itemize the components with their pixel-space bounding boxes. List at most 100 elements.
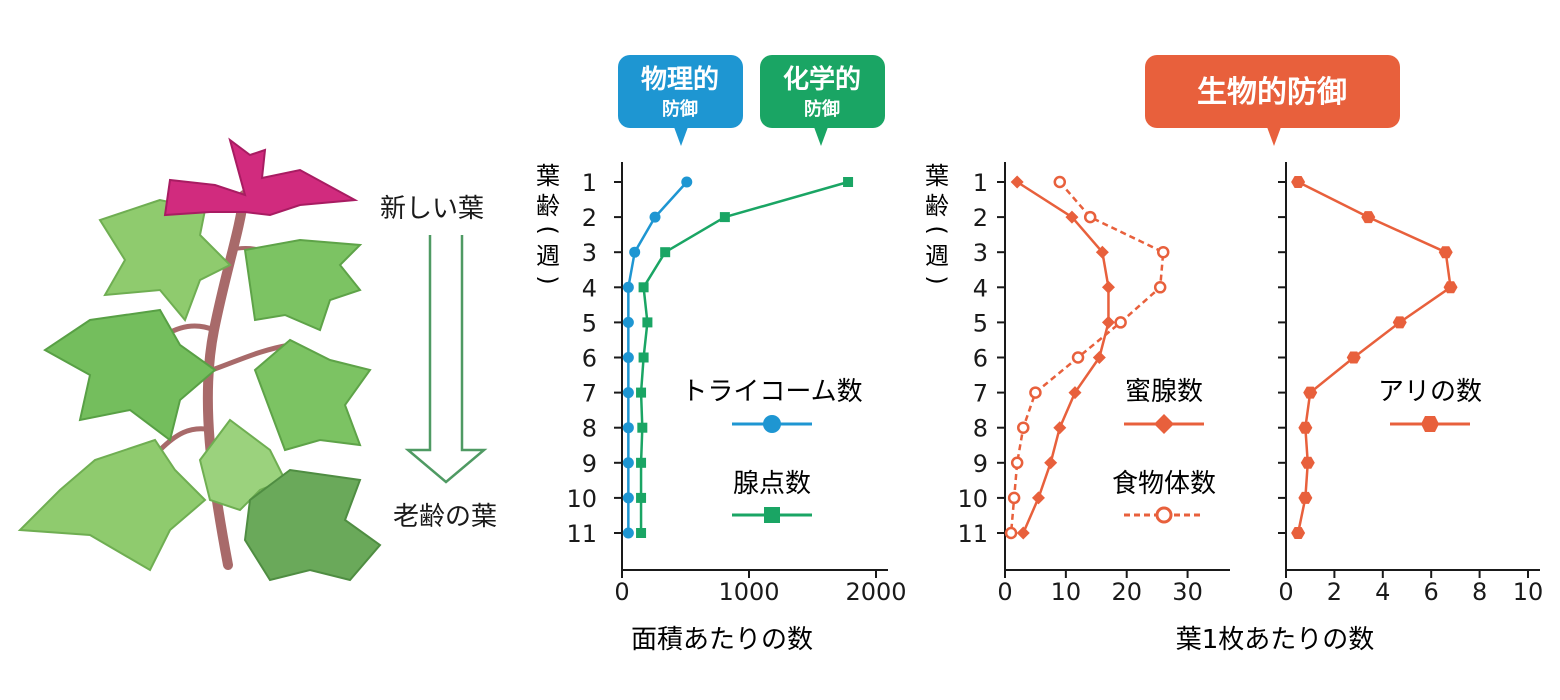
y-tick-label: 6 bbox=[973, 345, 988, 373]
data-point bbox=[636, 387, 647, 398]
y-axis-title-right: 葉 齢 ( 週 ) bbox=[923, 162, 951, 285]
data-point bbox=[622, 527, 634, 539]
y-tick-label: 8 bbox=[973, 415, 988, 443]
data-point bbox=[719, 212, 730, 223]
y-tick-label: 5 bbox=[582, 309, 597, 337]
data-point bbox=[1092, 351, 1106, 364]
data-point bbox=[642, 317, 653, 328]
data-point bbox=[1101, 280, 1115, 294]
y-tick-label: 1 bbox=[973, 169, 988, 197]
badge-physical-defense: 物理的 防御 bbox=[618, 55, 743, 146]
leaf bbox=[243, 238, 363, 332]
badge-biological-bg bbox=[1145, 55, 1400, 128]
legend-nectary-label: 蜜腺数 bbox=[1125, 377, 1203, 407]
x-tick-label: 0 bbox=[1278, 578, 1293, 606]
aging-arrow bbox=[404, 235, 488, 484]
data-point bbox=[1300, 456, 1315, 469]
data-point bbox=[637, 422, 648, 433]
y-tick-label: 4 bbox=[582, 274, 597, 302]
data-point bbox=[1298, 421, 1313, 434]
data-point bbox=[660, 247, 671, 258]
y-axis-title-char: ( bbox=[534, 225, 562, 234]
y-tick-label: 8 bbox=[582, 415, 597, 443]
data-point bbox=[1068, 386, 1082, 400]
badge-chemical-pointer bbox=[814, 127, 828, 146]
data-point bbox=[1065, 210, 1079, 224]
badge-chemical-bg bbox=[760, 55, 885, 128]
y-axis-title-char: 齢 bbox=[925, 192, 949, 220]
x-tick-label: 10 bbox=[1513, 578, 1544, 606]
new-leaf-label: 新しい葉 bbox=[380, 194, 484, 224]
legend-gland: 腺点数 bbox=[732, 469, 812, 523]
y-tick-label: 1 bbox=[582, 169, 597, 197]
y-tick-label: 10 bbox=[566, 485, 597, 513]
data-point bbox=[1303, 386, 1318, 399]
data-point bbox=[1071, 351, 1085, 364]
y-tick-label: 4 bbox=[973, 274, 988, 302]
x-tick-label: 8 bbox=[1472, 578, 1487, 606]
data-point bbox=[681, 176, 693, 188]
leaf bbox=[253, 338, 372, 452]
legend-gland-marker bbox=[764, 507, 780, 523]
legend-ant-marker bbox=[1421, 416, 1439, 432]
data-point bbox=[622, 281, 634, 293]
data-point bbox=[622, 457, 634, 469]
data-point bbox=[1361, 211, 1376, 224]
x-tick-label: 1000 bbox=[718, 578, 779, 606]
y-axis-title-left: 葉 齢 ( 週 ) bbox=[534, 162, 562, 285]
data-point bbox=[1443, 281, 1458, 294]
legend-food-body-label: 食物体数 bbox=[1112, 469, 1216, 499]
data-point bbox=[636, 457, 647, 468]
badge-biological-pointer bbox=[1267, 127, 1281, 146]
y-axis-title-char: ( bbox=[923, 225, 951, 234]
data-point bbox=[1053, 421, 1067, 435]
legend-nectary-marker bbox=[1154, 414, 1174, 434]
legend-trichome: トライコーム数 bbox=[681, 377, 863, 433]
y-tick-label: 7 bbox=[582, 380, 597, 408]
legend-gland-label: 腺点数 bbox=[733, 469, 811, 499]
y-tick-label: 9 bbox=[582, 450, 597, 478]
series-line bbox=[1296, 180, 1452, 534]
data-point bbox=[638, 282, 649, 293]
y-axis-title-char: 齢 bbox=[536, 192, 560, 220]
legend-trichome-marker bbox=[763, 415, 781, 433]
data-point bbox=[1156, 245, 1170, 259]
x-axis-title-area: 面積あたりの数 bbox=[631, 625, 813, 655]
x-tick-label: 20 bbox=[1111, 578, 1142, 606]
data-point bbox=[1016, 526, 1030, 540]
data-point bbox=[1291, 176, 1306, 188]
y-tick-label: 3 bbox=[582, 239, 597, 267]
badge-physical-bg bbox=[618, 55, 743, 128]
data-point bbox=[636, 492, 647, 503]
chart-ant-count: 0 2 4 6 8 10 bbox=[1278, 162, 1543, 606]
data-point bbox=[1095, 245, 1109, 259]
leaf bbox=[17, 438, 207, 572]
data-point bbox=[622, 387, 634, 399]
y-tick-label: 6 bbox=[582, 345, 597, 373]
x-tick-label: 0 bbox=[614, 578, 629, 606]
data-point bbox=[1298, 491, 1313, 504]
data-point bbox=[1007, 491, 1021, 505]
x-tick-label: 6 bbox=[1424, 578, 1439, 606]
data-point bbox=[622, 492, 634, 504]
data-point bbox=[1083, 210, 1097, 224]
badge-chemical-sub: 防御 bbox=[804, 98, 840, 120]
aging-arrow-shape bbox=[404, 235, 488, 484]
data-point bbox=[1029, 386, 1042, 399]
x-tick-label: 2000 bbox=[845, 578, 906, 606]
data-point bbox=[1101, 315, 1115, 329]
data-point bbox=[649, 211, 661, 223]
y-tick-label: 3 bbox=[973, 239, 988, 267]
data-point bbox=[636, 528, 647, 538]
y-tick-label: 11 bbox=[957, 520, 988, 548]
badge-physical-sub: 防御 bbox=[662, 98, 698, 120]
legend-food-body: 食物体数 bbox=[1112, 469, 1216, 524]
legend-ant-label: アリの数 bbox=[1378, 377, 1482, 407]
leaf-petiole bbox=[158, 426, 213, 452]
data-point bbox=[622, 352, 634, 363]
data-point bbox=[1153, 281, 1167, 294]
chart-nectary-food-body: 1 2 3 4 5 6 7 8 9 10 11 0 10 20 30 bbox=[957, 162, 1230, 606]
y-axis-title-char: 葉 bbox=[925, 162, 949, 190]
data-point bbox=[622, 316, 634, 328]
data-point bbox=[1044, 456, 1058, 470]
